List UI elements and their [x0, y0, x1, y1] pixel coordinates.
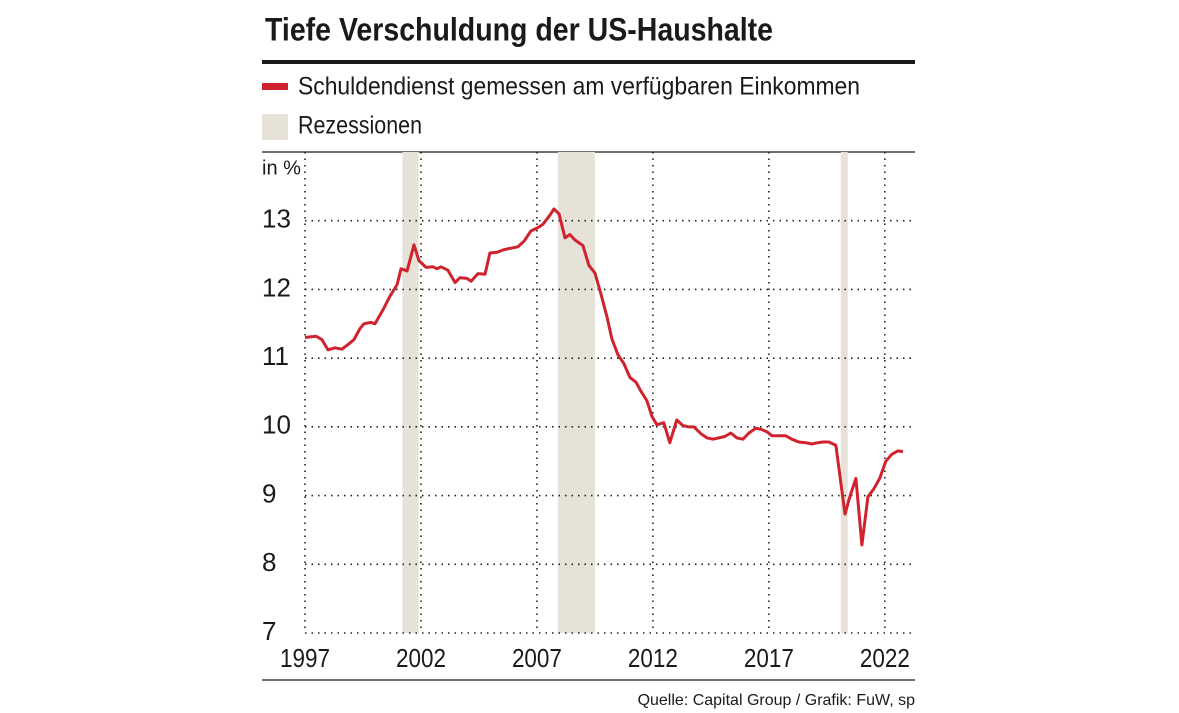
recession-band	[557, 152, 595, 633]
y-tick-label: 11	[262, 341, 289, 371]
source: Quelle: Capital Group / Grafik: FuW, sp	[638, 692, 916, 709]
y-tick-label: 9	[262, 478, 276, 508]
x-tick-label: 2022	[860, 643, 910, 673]
y-tick-label: 10	[262, 410, 291, 440]
y-tick-label: 7	[262, 616, 276, 646]
data-line	[304, 207, 904, 547]
y-tick-label: 13	[262, 204, 291, 234]
title-rule	[262, 60, 915, 64]
legend-label: Rezessionen	[298, 112, 422, 140]
x-tick-label: 2007	[512, 643, 562, 673]
y-tick-label: 8	[262, 547, 276, 577]
y-tick-label: 12	[262, 272, 291, 302]
chart-title: Tiefe Verschuldung der US-Haushalte	[265, 11, 773, 47]
x-tick-label: 1997	[280, 643, 330, 673]
x-tick-label: 2012	[628, 643, 678, 673]
legend-swatch-line	[262, 83, 288, 90]
recession-band	[402, 152, 419, 633]
legend-label: Schuldendienst gemessen am verfügbaren E…	[298, 73, 860, 101]
legend-swatch-recession	[262, 114, 288, 140]
recession-band	[840, 152, 848, 633]
y-unit-label: in %	[262, 157, 301, 179]
x-tick-label: 2002	[396, 643, 446, 673]
x-tick-label: 2017	[744, 643, 794, 673]
